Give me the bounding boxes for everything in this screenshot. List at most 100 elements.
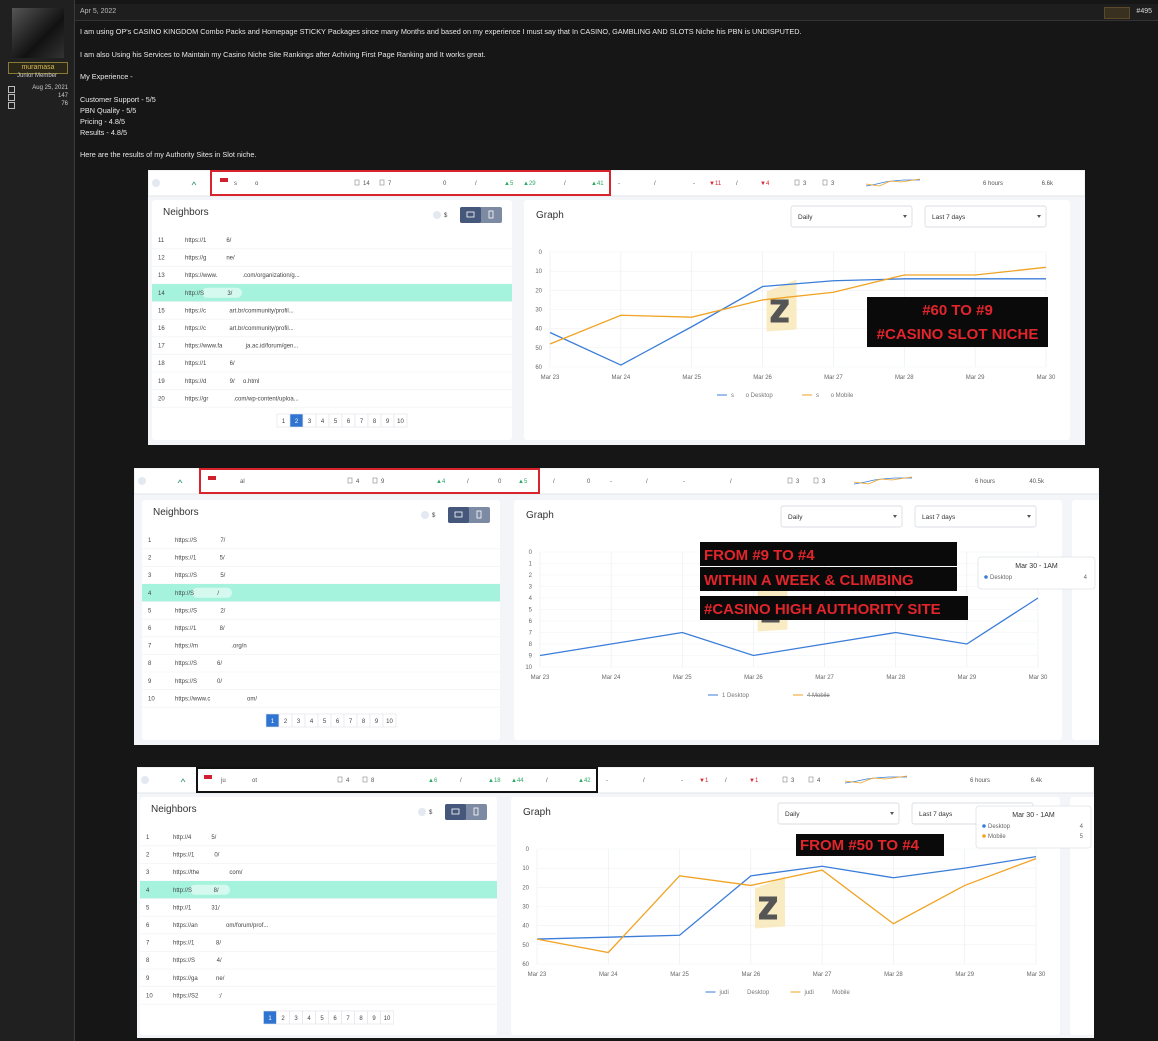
device-toggle-active[interactable] bbox=[448, 507, 469, 523]
page-number[interactable]: 2 bbox=[281, 1016, 285, 1022]
neighbor-url: https://1 6/ bbox=[185, 361, 235, 367]
neighbor-rank: 14 bbox=[158, 291, 165, 297]
neighbor-rank: 6 bbox=[148, 626, 152, 632]
x-tick-label: Mar 28 bbox=[886, 675, 905, 681]
device-toggle-active[interactable] bbox=[445, 804, 466, 820]
page-number[interactable]: 1 bbox=[282, 419, 286, 425]
row-stat: ▲6 bbox=[428, 778, 438, 784]
page-number[interactable]: 3 bbox=[294, 1016, 298, 1022]
page-number[interactable]: 10 bbox=[386, 719, 393, 725]
count-icon bbox=[794, 179, 800, 186]
expand-caret[interactable] bbox=[191, 181, 197, 186]
annotation-box bbox=[700, 542, 957, 566]
reactions: 76 bbox=[61, 101, 68, 107]
dropdown-value[interactable]: Last 7 days bbox=[919, 811, 953, 818]
y-tick-label: 60 bbox=[535, 365, 542, 371]
page-button[interactable] bbox=[380, 1010, 394, 1025]
dropdown-value[interactable]: Last 7 days bbox=[922, 514, 956, 521]
page-number[interactable]: 5 bbox=[323, 719, 327, 725]
legend-label[interactable]: judi Mobile bbox=[804, 990, 851, 996]
y-tick-label: 5 bbox=[529, 608, 533, 614]
page-number[interactable]: 9 bbox=[375, 719, 379, 725]
legend-label[interactable]: judi Desktop bbox=[719, 990, 770, 996]
page-button[interactable] bbox=[382, 713, 397, 728]
row-checkbox[interactable] bbox=[141, 776, 149, 784]
row-checkbox[interactable] bbox=[138, 477, 146, 485]
dropdown[interactable] bbox=[914, 505, 1037, 528]
page-number[interactable]: 8 bbox=[359, 1016, 363, 1022]
page-number[interactable]: 10 bbox=[397, 419, 404, 425]
expand-caret[interactable] bbox=[177, 479, 183, 484]
neighbor-rank: 12 bbox=[158, 256, 165, 262]
expand-caret[interactable] bbox=[180, 778, 186, 783]
avatar[interactable] bbox=[12, 8, 64, 58]
neighbor-url: https://d 9/ o.html bbox=[185, 379, 259, 385]
page-number[interactable]: 8 bbox=[373, 419, 377, 425]
highlight-box bbox=[210, 170, 611, 196]
filter-toggle[interactable] bbox=[421, 511, 429, 519]
dropdown[interactable] bbox=[777, 802, 900, 825]
page-number[interactable]: 2 bbox=[284, 719, 288, 725]
row-stat: - bbox=[681, 778, 683, 784]
neighbor-url: https://gr .com/wp-content/uploa... bbox=[185, 396, 299, 402]
card-title: Graph bbox=[536, 210, 564, 221]
page-number[interactable]: 5 bbox=[334, 419, 338, 425]
page-number[interactable]: 9 bbox=[372, 1016, 376, 1022]
page-number[interactable]: 3 bbox=[297, 719, 301, 725]
legend-label[interactable]: 1 Desktop bbox=[722, 693, 750, 699]
device-toggle-active[interactable] bbox=[460, 207, 481, 223]
page-number[interactable]: 10 bbox=[384, 1016, 391, 1022]
y-tick-label: 40 bbox=[522, 924, 529, 930]
page-number[interactable]: 7 bbox=[349, 719, 353, 725]
page-number[interactable]: 6 bbox=[336, 719, 340, 725]
neighbor-url: https://S 5/ bbox=[175, 573, 226, 579]
x-tick-label: Mar 30 bbox=[1029, 675, 1048, 681]
y-tick-label: 10 bbox=[535, 269, 542, 275]
dropdown-value[interactable]: Daily bbox=[788, 514, 803, 521]
page-number[interactable]: 1 bbox=[268, 1016, 272, 1022]
neighbor-rank: 10 bbox=[146, 993, 153, 999]
page-number[interactable]: 3 bbox=[308, 419, 312, 425]
x-tick-label: Mar 25 bbox=[670, 972, 689, 978]
page-number[interactable]: 4 bbox=[310, 719, 314, 725]
filter-label: $ bbox=[429, 810, 433, 816]
share-bookmark-icons[interactable] bbox=[1104, 7, 1130, 19]
legend-label[interactable]: s o Mobile bbox=[816, 393, 854, 399]
y-tick-label: 0 bbox=[529, 550, 533, 556]
page-number[interactable]: 8 bbox=[362, 719, 366, 725]
page-number[interactable]: 7 bbox=[346, 1016, 350, 1022]
filter-toggle[interactable] bbox=[418, 808, 426, 816]
page-number[interactable]: 7 bbox=[360, 419, 364, 425]
dropdown-caret bbox=[890, 812, 894, 815]
page-number[interactable]: 2 bbox=[295, 419, 299, 425]
dropdown-value[interactable]: Daily bbox=[785, 811, 800, 818]
username[interactable]: muramasa bbox=[8, 62, 68, 74]
row-stat: 6.4k bbox=[1031, 778, 1043, 784]
page-number[interactable]: 1 bbox=[271, 719, 275, 725]
row-checkbox[interactable] bbox=[152, 179, 160, 187]
dropdown-value[interactable]: Daily bbox=[798, 214, 813, 221]
filter-toggle[interactable] bbox=[433, 211, 441, 219]
tooltip-title: Mar 30 - 1AM bbox=[1015, 563, 1058, 570]
legend-label[interactable]: s o Desktop bbox=[731, 393, 773, 399]
page-number[interactable]: 6 bbox=[333, 1016, 337, 1022]
row-stat: 6 hours bbox=[970, 778, 990, 784]
dropdown[interactable] bbox=[924, 205, 1047, 228]
page-number[interactable]: 6 bbox=[347, 419, 351, 425]
page-number[interactable]: 4 bbox=[307, 1016, 311, 1022]
page-number[interactable]: 5 bbox=[320, 1016, 324, 1022]
page-number[interactable]: 4 bbox=[321, 419, 325, 425]
legend-label[interactable]: 4 Mobile bbox=[807, 693, 830, 699]
neighbor-url: https://1 8/ bbox=[175, 626, 225, 632]
page-button[interactable] bbox=[393, 413, 408, 428]
post-date[interactable]: Apr 5, 2022 bbox=[80, 8, 117, 15]
row-stat: 3 bbox=[791, 778, 795, 784]
post-number[interactable]: #495 bbox=[1136, 8, 1152, 15]
page-number[interactable]: 9 bbox=[386, 419, 390, 425]
tooltip-label: Mobile bbox=[988, 834, 1006, 840]
neighbors-card: Neighbors $11 https://1 6/12 https://g ne/1… bbox=[152, 200, 512, 440]
dropdown[interactable] bbox=[790, 205, 913, 228]
row-stat: ▲42 bbox=[578, 778, 591, 784]
dropdown[interactable] bbox=[780, 505, 903, 528]
dropdown-value[interactable]: Last 7 days bbox=[932, 214, 966, 221]
